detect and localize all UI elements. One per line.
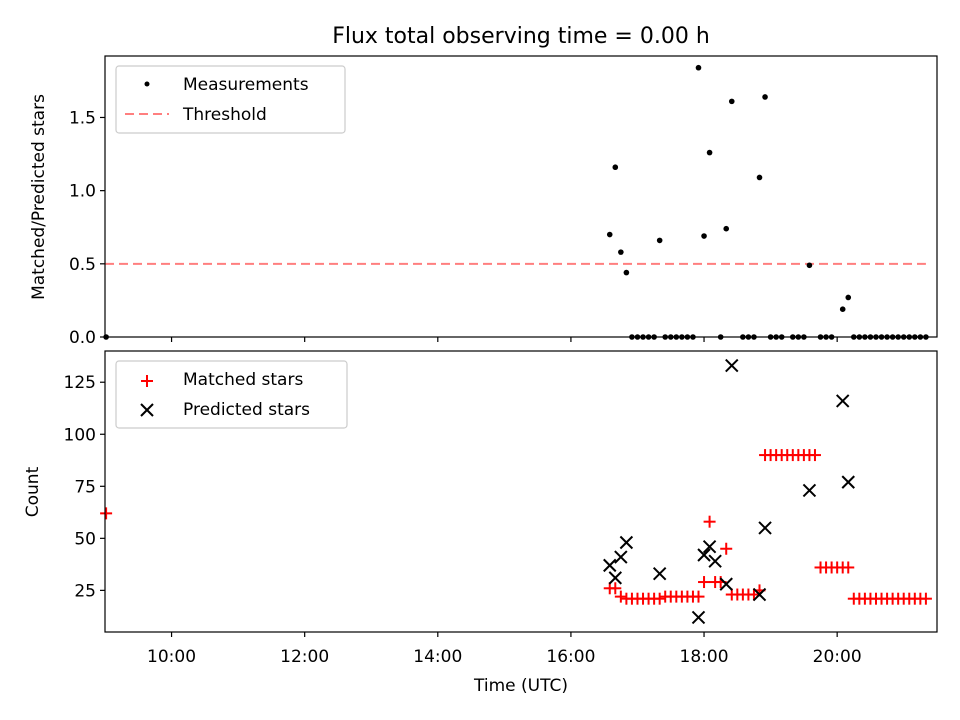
predicted-point (619, 535, 634, 550)
bottom-y-tick-label: 50 (74, 529, 96, 549)
measurement-point (606, 231, 613, 238)
matched-point (609, 582, 622, 595)
predicted-point (652, 567, 667, 581)
predicted-point (725, 358, 739, 373)
measurement-point (701, 233, 707, 239)
matched-point (614, 590, 627, 603)
predicted-point (752, 587, 767, 602)
predicted-point (802, 483, 817, 498)
x-tick-label: 20:00 (813, 647, 862, 667)
top-y-axis-label: Matched/Predicted stars (29, 94, 49, 300)
top-x-tick-marks (170, 337, 838, 342)
legend-matched-marker (141, 375, 153, 387)
measurement-point (618, 249, 624, 255)
legend-threshold-label: Threshold (182, 105, 267, 125)
matched-points (100, 449, 932, 605)
bottom-legend: Matched stars Predicted stars (115, 360, 348, 429)
matched-point (653, 592, 666, 605)
measurement-point (845, 294, 852, 301)
bottom-y-axis-label: Count (23, 466, 43, 517)
top-y-tick-label: 1.0 (69, 182, 96, 202)
matched-point (720, 542, 733, 555)
legend-measurements-marker (144, 81, 150, 87)
measurement-point (806, 262, 813, 269)
bottom-x-ticks: 10:00 12:00 14:00 16:00 18:00 20:00 (147, 632, 862, 667)
top-legend-box (115, 65, 346, 134)
predicted-point (758, 521, 772, 535)
top-y-tick-label: 0.0 (69, 328, 96, 348)
predicted-point (697, 548, 711, 562)
bottom-y-tick-label: 125 (64, 373, 96, 393)
predicted-point (614, 550, 628, 564)
bottom-panel: 25 50 75 100 125 10:00 12:00 14:00 16:00 18:00 20… (23, 350, 938, 696)
predicted-point (841, 475, 855, 489)
measurement-point (762, 94, 768, 100)
top-panel: 0.0 0.5 1.0 1.5 Matched/Predicted stars Mea… (29, 55, 938, 348)
matched-point (692, 590, 705, 603)
top-y-tick-label: 0.5 (69, 255, 96, 275)
chart-title: Flux total observing time = 0.00 h (332, 24, 710, 49)
legend-matched-label: Matched stars (183, 370, 303, 390)
legend-predicted-marker (140, 403, 154, 417)
top-y-ticks: 0.0 0.5 1.0 1.5 (69, 108, 105, 348)
matched-point (919, 592, 932, 605)
measurement-point (695, 64, 702, 71)
bottom-y-ticks: 25 50 75 100 125 (64, 373, 105, 601)
matched-point (698, 576, 711, 589)
x-tick-label: 14:00 (413, 647, 462, 667)
measurement-point (756, 174, 763, 181)
predicted-point (603, 558, 617, 573)
measurement-point (839, 306, 846, 312)
x-tick-label: 12:00 (280, 647, 329, 667)
predicted-point (691, 610, 706, 625)
measurement-point (728, 98, 735, 105)
legend-predicted-label: Predicted stars (183, 400, 310, 420)
x-tick-label: 16:00 (546, 647, 595, 667)
predicted-points (603, 358, 855, 625)
measurement-point (656, 237, 663, 244)
bottom-legend-box (115, 360, 348, 429)
predicted-point (708, 554, 722, 568)
matched-point (842, 561, 855, 574)
predicted-point (608, 571, 623, 585)
matched-point (100, 507, 113, 520)
bottom-axes-frame (104, 350, 938, 633)
x-axis-label: Time (UTC) (473, 676, 568, 696)
x-tick-label: 10:00 (147, 647, 196, 667)
x-tick-label: 18:00 (680, 647, 729, 667)
matched-point (703, 515, 716, 528)
measurement-point (723, 225, 730, 232)
bottom-y-tick-label: 25 (74, 581, 96, 601)
bottom-y-tick-label: 100 (64, 425, 96, 445)
top-axes-frame (104, 55, 938, 338)
predicted-point (702, 539, 717, 554)
predicted-point (719, 577, 733, 591)
legend-measurements-label: Measurements (183, 75, 309, 95)
measurement-point (706, 149, 713, 156)
measurement-point (612, 164, 619, 171)
matched-point (808, 449, 821, 462)
measurement-point (623, 269, 630, 276)
predicted-point (835, 394, 850, 408)
top-legend: Measurements Threshold (115, 65, 346, 134)
top-y-tick-label: 1.5 (69, 108, 96, 128)
bottom-y-tick-label: 75 (74, 477, 96, 497)
